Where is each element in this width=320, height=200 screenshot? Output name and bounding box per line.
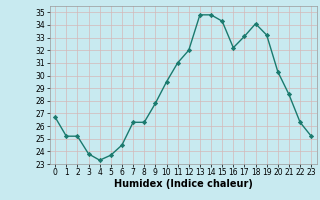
X-axis label: Humidex (Indice chaleur): Humidex (Indice chaleur) xyxy=(114,179,252,189)
